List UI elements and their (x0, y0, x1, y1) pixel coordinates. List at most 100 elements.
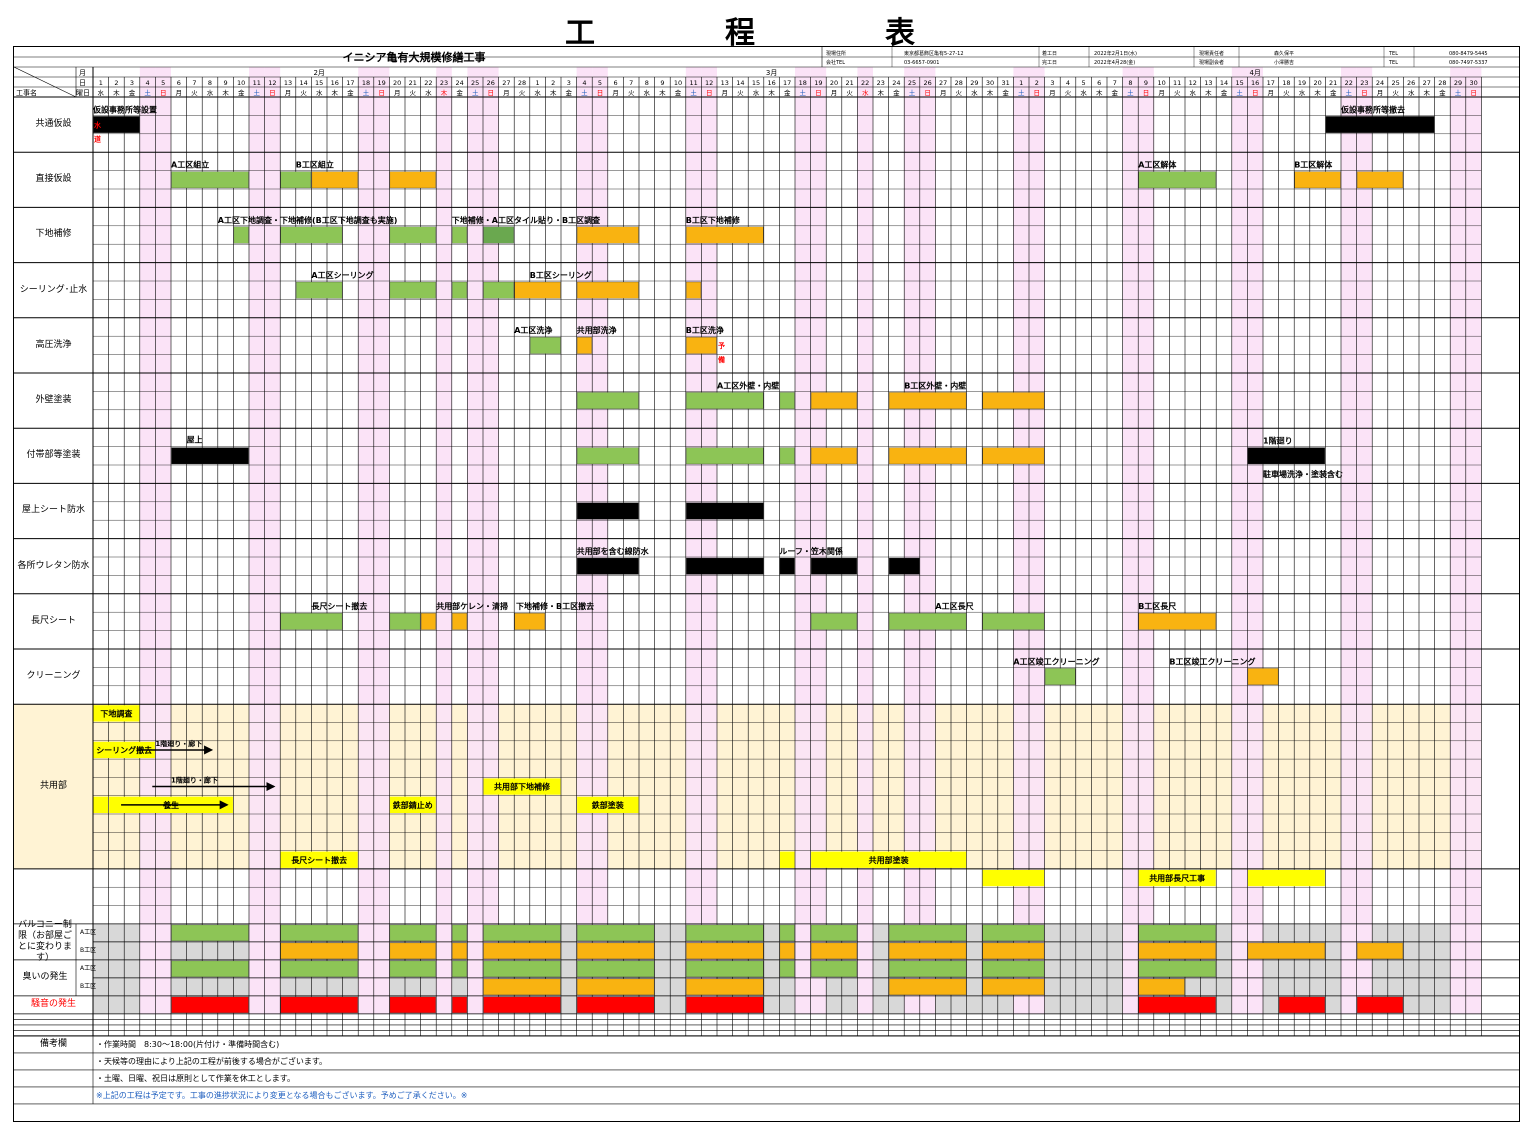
holiday-column-common (1013, 704, 1029, 869)
holiday-column-common (467, 704, 483, 869)
restriction-base-cell (1044, 977, 1061, 996)
restriction-bar (452, 924, 468, 942)
weekday-label: 水 (753, 88, 760, 97)
schedule-bar (389, 613, 421, 630)
task-label: B工区組立 (296, 160, 334, 170)
day-number: 2 (1035, 79, 1039, 87)
day-number: 8 (208, 79, 212, 87)
day-number: 27 (502, 79, 510, 87)
weekday-label: 水 (971, 88, 978, 97)
day-number: 7 (629, 79, 633, 87)
weekday-label: 月 (831, 89, 838, 97)
holiday-column-common (1122, 704, 1139, 869)
schedule-bar (1247, 668, 1279, 685)
restriction-base-cell (327, 977, 343, 996)
restriction-base-cell (108, 995, 125, 1014)
day-number: 24 (892, 79, 900, 87)
restriction-base-cell (1060, 995, 1076, 1014)
schedule-bar (389, 281, 436, 299)
restriction-base-cell (873, 923, 889, 942)
task-label: 共用部を含む線防水 (577, 546, 650, 556)
common-task-label: 鉄部錆止め (393, 800, 433, 810)
restriction-base-cell (561, 977, 577, 996)
restriction-bar (389, 996, 436, 1014)
common-task-bar (779, 851, 795, 868)
weekday-label: 水 (534, 88, 541, 97)
project-name: イニシア亀有大規模修繕工事 (343, 50, 486, 64)
schedule-bar (171, 447, 249, 465)
day-number: 6 (614, 79, 618, 87)
restriction-bar (576, 924, 655, 942)
weekday-label: 火 (1392, 89, 1399, 97)
restriction-base-cell (1372, 977, 1388, 996)
schedule-bar (888, 613, 967, 630)
weekday-label: 木 (1205, 88, 1212, 97)
day-number: 3 (567, 79, 571, 87)
day-number: 13 (1204, 79, 1212, 87)
weekday-label: 金 (347, 88, 354, 97)
day-number: 12 (268, 79, 276, 87)
holiday-column (810, 67, 827, 1014)
weekday-label: 土 (690, 88, 697, 97)
restriction-bar (171, 960, 249, 978)
schedule-bar (576, 392, 639, 409)
project-info-cell: TEL (1388, 60, 1398, 66)
restriction-base-cell (1107, 923, 1123, 942)
holiday-column (373, 67, 390, 1014)
holiday-column-common (1029, 704, 1045, 869)
restriction-bar (452, 996, 468, 1014)
holiday-column (436, 67, 452, 1014)
restriction-base-cell (1434, 923, 1451, 942)
schedule-bar (452, 281, 468, 299)
restriction-base-cell (1434, 959, 1451, 978)
schedule-bar (888, 392, 967, 409)
restriction-base-cell (763, 959, 780, 978)
holiday-column (139, 67, 156, 1014)
day-number: 1 (1019, 79, 1023, 87)
weekday-label: 火 (1174, 89, 1181, 97)
weekday-label: 木 (1096, 88, 1103, 97)
common-arrow-label: 1階廻り・廊下 (171, 776, 218, 785)
restriction-bar (1356, 942, 1404, 960)
restriction-bar (389, 942, 436, 960)
weekday-label: 月 (722, 89, 729, 97)
schedule-bar (810, 447, 858, 465)
day-number: 13 (284, 79, 292, 87)
restriction-bar (982, 960, 1045, 978)
weekday-label: 木 (332, 88, 339, 97)
schedule-bar (686, 557, 764, 575)
restriction-base-cell (654, 995, 671, 1014)
restriction-sub-label: A工区 (80, 964, 97, 972)
day-number: 22 (861, 79, 869, 87)
category-label (14, 869, 93, 924)
task-label: 下地補修・A工区タイル貼り・B工区調査 (452, 215, 601, 225)
restriction-bar (1138, 978, 1185, 996)
common-task-label: シーリング撤去 (96, 745, 152, 755)
restriction-base-cell (1278, 977, 1295, 996)
restriction-base-cell (763, 941, 780, 960)
schedule-bar (280, 226, 343, 244)
category-label: 外壁塗装 (35, 395, 72, 406)
category-label: 長尺シート (30, 615, 76, 626)
holiday-column (358, 67, 374, 1014)
category-label: 屋上シート防水 (21, 505, 85, 516)
weekday-label: 月 (394, 89, 401, 97)
project-info-cell: TEL (1388, 51, 1398, 57)
weekday-label: 土 (472, 88, 479, 97)
day-number: 5 (161, 79, 165, 87)
day-number: 14 (736, 79, 744, 87)
restriction-base-cell (1434, 995, 1451, 1014)
restriction-base-cell (1403, 941, 1419, 960)
project-info-cell: 現場住所 (826, 50, 846, 57)
restriction-base-cell (1419, 995, 1435, 1014)
restriction-base-cell (108, 977, 125, 996)
holiday-column-common (795, 704, 811, 869)
schedule-bar (779, 447, 795, 465)
restriction-bar (280, 996, 358, 1014)
holiday-column-common (810, 704, 827, 869)
day-number: 25 (471, 79, 479, 87)
weekday-label: 金 (1221, 88, 1228, 97)
restriction-base-cell (1091, 941, 1107, 960)
restriction-base-cell (763, 923, 780, 942)
weekday-label: 金 (1112, 88, 1119, 97)
